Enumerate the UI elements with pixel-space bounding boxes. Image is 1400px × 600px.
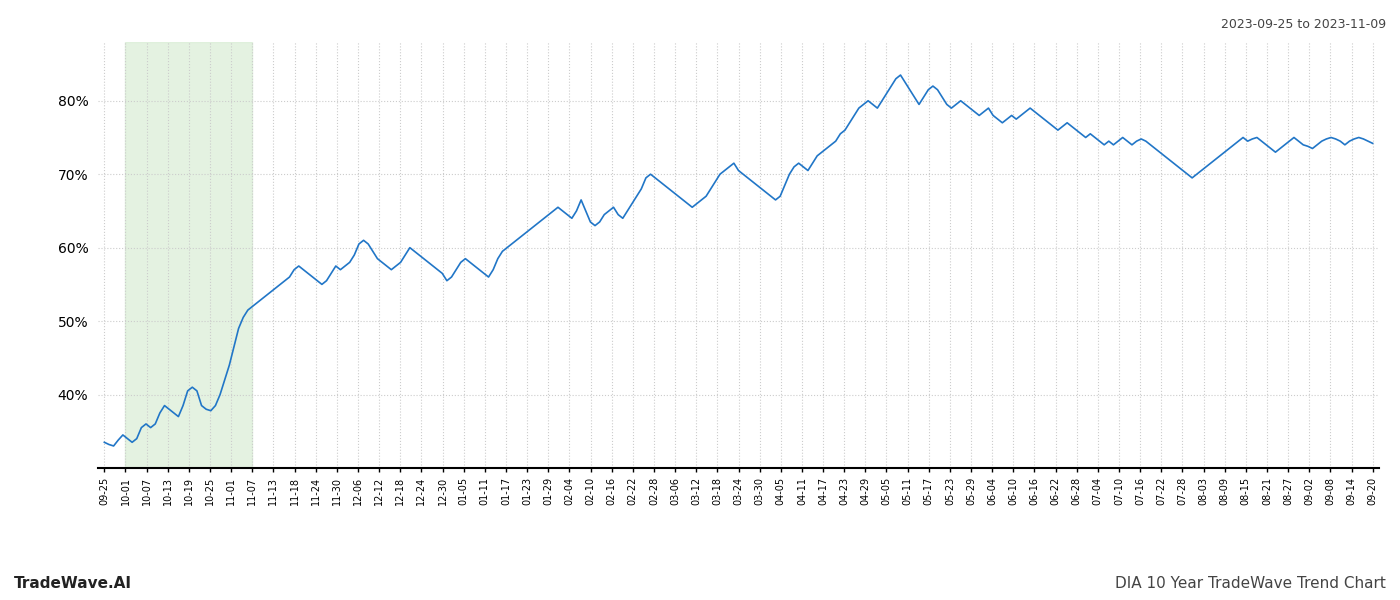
Text: TradeWave.AI: TradeWave.AI (14, 576, 132, 591)
Text: 2023-09-25 to 2023-11-09: 2023-09-25 to 2023-11-09 (1221, 18, 1386, 31)
Text: DIA 10 Year TradeWave Trend Chart: DIA 10 Year TradeWave Trend Chart (1116, 576, 1386, 591)
Bar (126, 42, 252, 468)
